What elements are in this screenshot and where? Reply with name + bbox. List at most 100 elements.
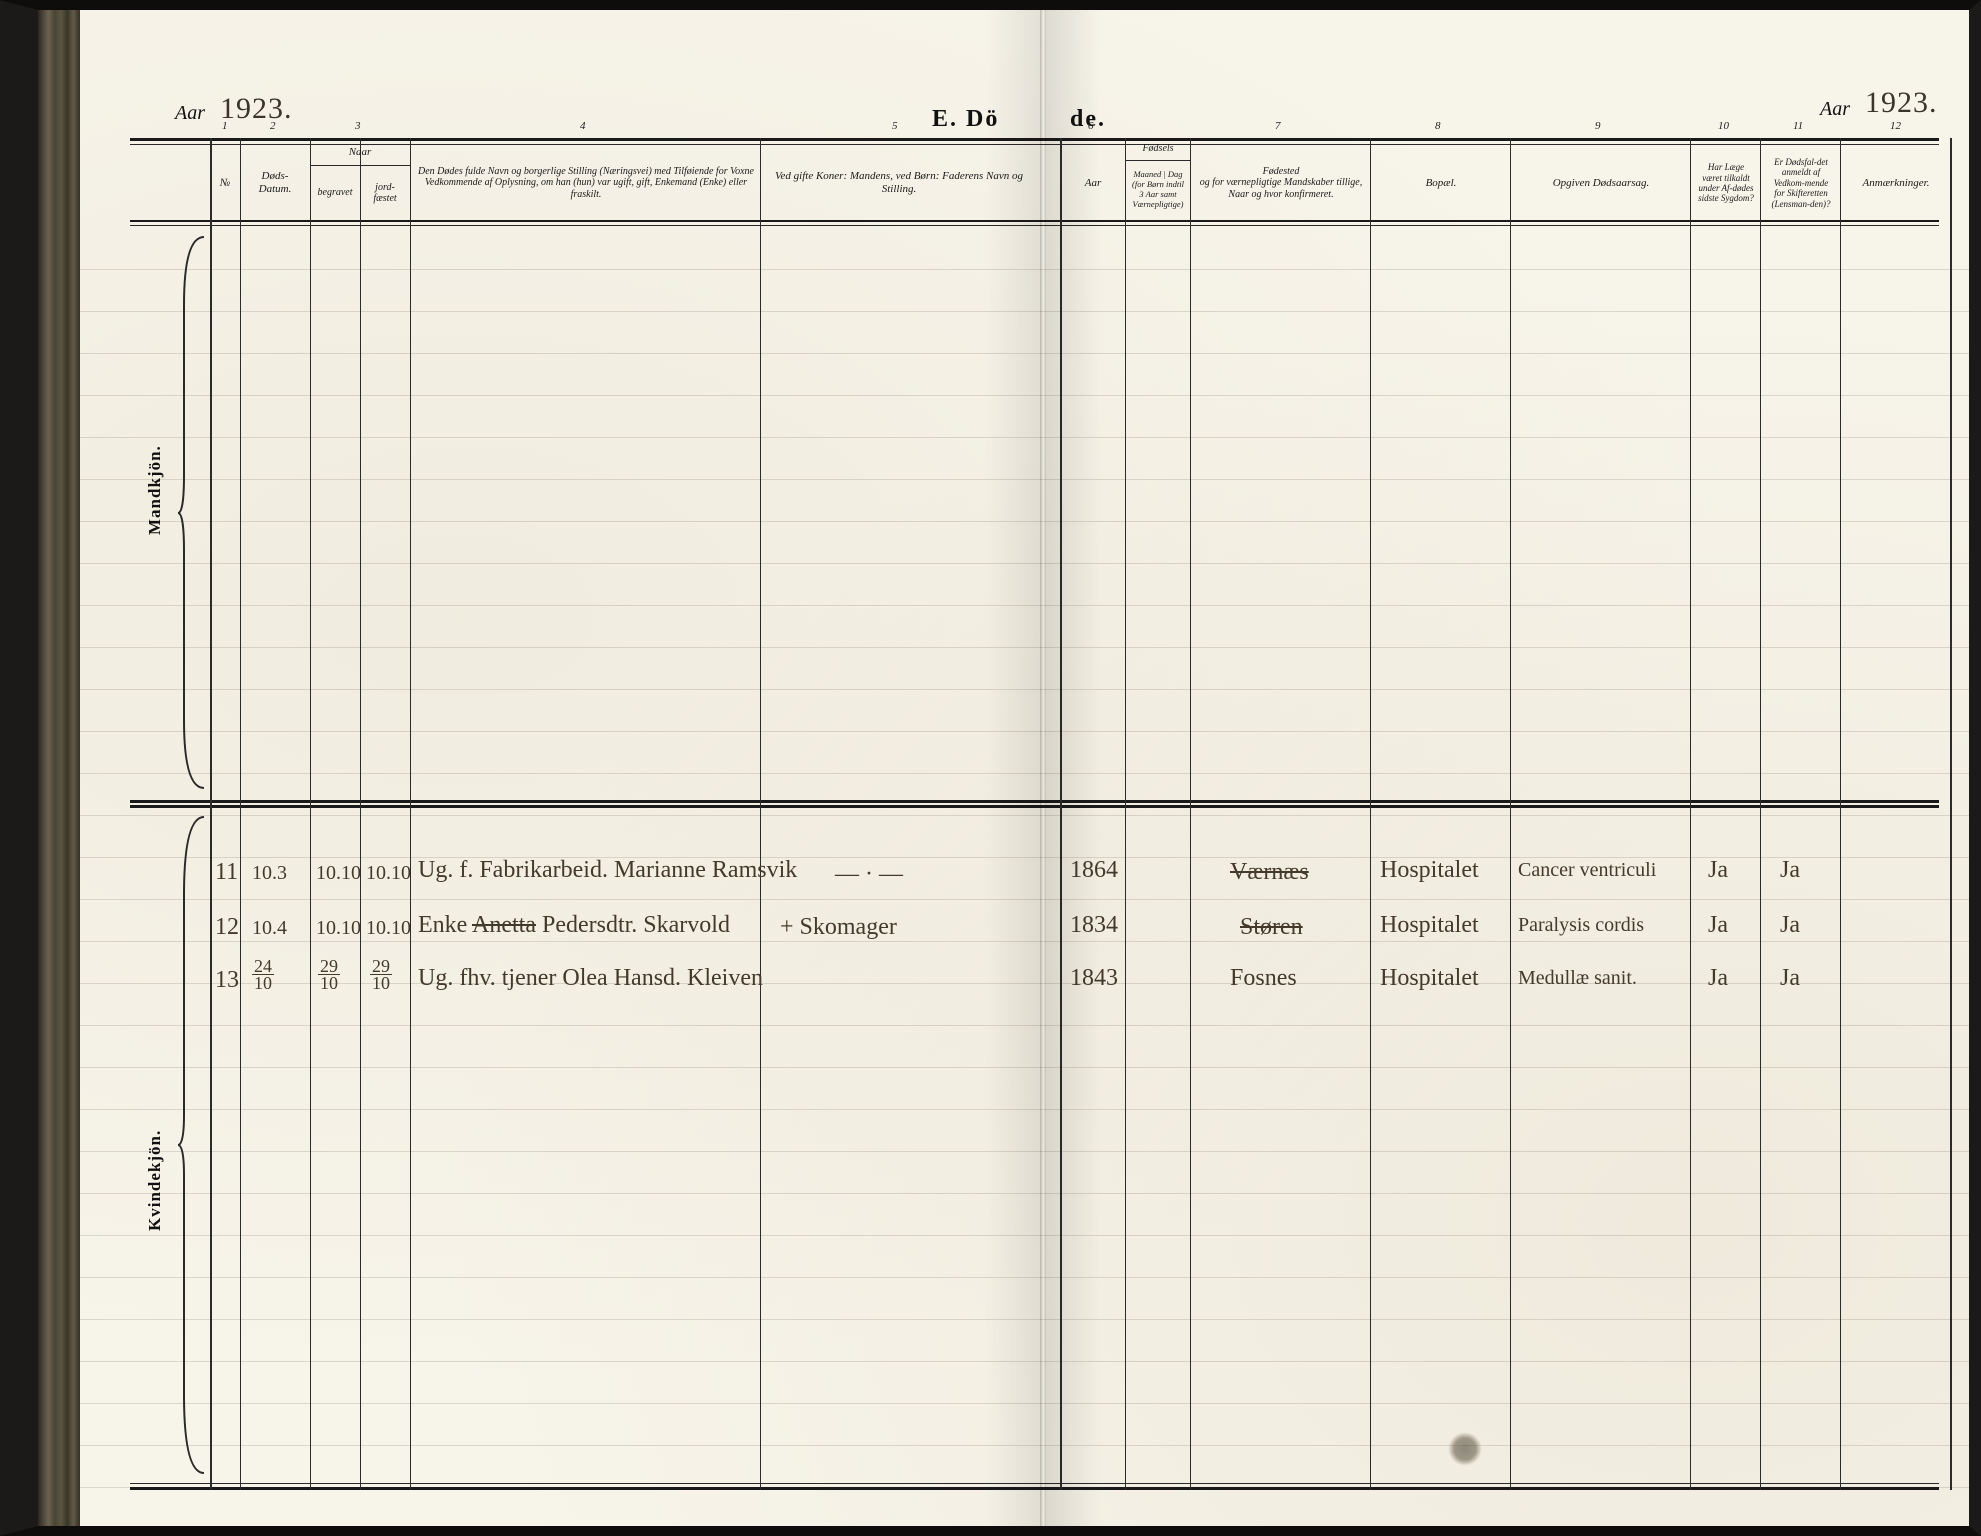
r11-gifte: — · — — [835, 862, 903, 886]
aar-label-left: Aar — [175, 102, 205, 125]
year-left: 1923. — [220, 92, 293, 126]
colnum-7: 7 — [1275, 120, 1281, 132]
r13-begr: 2910 — [318, 958, 340, 994]
r13-dato: 2410 — [252, 958, 274, 994]
vrule-c1 — [210, 138, 212, 1490]
vrule-c9 — [1510, 138, 1511, 1490]
colnum-3: 3 — [355, 120, 361, 132]
hdr-aar: Aar — [1064, 148, 1122, 218]
r12-jord: 10.10 — [366, 918, 411, 938]
vrule-c7 — [1190, 138, 1191, 1490]
vrule-c12 — [1840, 138, 1841, 1490]
section-label-female: Kvindekjön. — [145, 1050, 173, 1310]
hdr-name: Den Dødes fulde Navn og borgerlige Still… — [414, 148, 758, 218]
r12-navn-strike: Anetta — [472, 912, 536, 938]
colnum-10: 10 — [1718, 120, 1729, 132]
hrule-header-bottom — [130, 220, 1939, 222]
hdr-aarsag: Opgiven Dødsaarsag. — [1514, 148, 1688, 218]
gutter-shadow-left — [985, 10, 1040, 1526]
year-right: 1923. — [1865, 86, 1938, 120]
r12-begr: 10.10 — [316, 918, 361, 938]
title-left: E. Dö — [932, 106, 999, 133]
vrule-right — [1950, 138, 1952, 1490]
r12-aar: 1834 — [1070, 913, 1118, 937]
hdr-skifte: Er Dødsfal-det anmeldt af Vedkom-mende f… — [1764, 148, 1838, 218]
hdr-naar: Naar — [312, 142, 408, 162]
r11-aarsag: Cancer ventriculi — [1518, 860, 1656, 880]
hdr-lege: Har Læge været tilkaldt under Af-dødes s… — [1694, 148, 1758, 218]
colnum-9: 9 — [1595, 120, 1601, 132]
colnum-5: 5 — [892, 120, 898, 132]
hdr-anm: Anmærkninger. — [1844, 148, 1948, 218]
book-spine — [38, 0, 80, 1536]
r11-dato: 10.3 — [252, 863, 287, 883]
hrule-top — [130, 138, 1939, 141]
r12-gifte: + Skomager — [780, 915, 897, 939]
vrule-c5 — [760, 138, 761, 1490]
gutter-shadow-right — [1046, 10, 1101, 1526]
brace-male — [176, 235, 206, 790]
vrule-c3b — [360, 138, 361, 1490]
colnum-1: 1 — [222, 120, 228, 132]
colnum-11: 11 — [1793, 120, 1803, 132]
r12-dato: 10.4 — [252, 918, 287, 938]
r12-skifte: Ja — [1780, 913, 1800, 937]
r13-fodested: Fosnes — [1230, 966, 1297, 990]
vrule-c6 — [1060, 138, 1062, 1490]
colnum-2: 2 — [270, 120, 276, 132]
hdr-dodsdatum: Døds- Datum. — [242, 148, 308, 218]
r11-bopel: Hospitalet — [1380, 858, 1479, 882]
section-label-male: Mandkjön. — [145, 360, 173, 620]
r11-skifte: Ja — [1780, 858, 1800, 882]
hdr-bopel: Bopæl. — [1374, 148, 1508, 218]
hdr-fodsels: Fødsels — [1127, 140, 1189, 158]
hrule-bottom-thin — [130, 1483, 1939, 1484]
hdr-jordfestet: jord- fæstet — [362, 168, 408, 218]
r11-navn: Ug. f. Fabrikarbeid. Marianne Ramsvik — [418, 858, 797, 882]
hdr-maaned: Maaned | Dag (for Børn indtil 3 Aar samt… — [1127, 162, 1189, 218]
hrule-section-divider2 — [130, 805, 1939, 808]
aar-label-right: Aar — [1820, 98, 1850, 121]
brace-female — [176, 815, 206, 1475]
vrule-c6b — [1125, 138, 1126, 1490]
r11-aar: 1864 — [1070, 858, 1118, 882]
r13-jord: 2910 — [370, 958, 392, 994]
r13-bopel: Hospitalet — [1380, 966, 1479, 990]
vrule-c10 — [1690, 138, 1691, 1490]
r13-skifte: Ja — [1780, 966, 1800, 990]
r13-navn: Ug. fhv. tjener Olea Hansd. Kleiven — [418, 966, 763, 990]
r13-aar: 1843 — [1070, 966, 1118, 990]
vrule-c11 — [1760, 138, 1761, 1490]
r12-no: 12 — [215, 915, 239, 939]
hrule-section-divider — [130, 800, 1939, 803]
ledger-spread: Aar 1923. Aar 1923. E. Dö de. 1 2 3 4 5 … — [0, 0, 1981, 1536]
r12-fodested: Støren — [1240, 915, 1303, 939]
hrule-header-bottom-thin — [130, 225, 1939, 226]
r12-aarsag: Paralysis cordis — [1518, 915, 1644, 935]
r11-begr: 10.10 — [316, 863, 361, 883]
vrule-c4 — [410, 138, 411, 1490]
colnum-12: 12 — [1890, 120, 1901, 132]
hrule-fodsels-split — [1125, 160, 1190, 161]
ink-stain — [1448, 1432, 1482, 1466]
hdr-no: № — [212, 148, 238, 218]
vrule-c2 — [240, 138, 241, 1490]
r13-aarsag: Medullæ sanit. — [1518, 968, 1637, 988]
colnum-8: 8 — [1435, 120, 1441, 132]
hdr-gifte: Ved gifte Koner: Mandens, ved Børn: Fade… — [764, 148, 1034, 218]
ruled-lines — [80, 228, 1969, 1506]
colnum-4: 4 — [580, 120, 586, 132]
r11-lege: Ja — [1708, 858, 1728, 882]
hrule-bottom — [130, 1487, 1939, 1490]
vrule-c8 — [1370, 138, 1371, 1490]
hdr-begravet: begravet — [312, 168, 358, 218]
page-gutter — [1040, 10, 1046, 1526]
r13-lege: Ja — [1708, 966, 1728, 990]
hdr-fodested: Fødested og for værnepligtige Mandskaber… — [1194, 148, 1368, 218]
vrule-c3 — [310, 138, 311, 1490]
r11-fodested: Værnæs — [1230, 860, 1309, 884]
page-surface: Aar 1923. Aar 1923. E. Dö de. 1 2 3 4 5 … — [80, 10, 1969, 1526]
r12-bopel: Hospitalet — [1380, 913, 1479, 937]
r11-no: 11 — [215, 860, 238, 884]
colnum-6: 6 — [1088, 120, 1094, 132]
